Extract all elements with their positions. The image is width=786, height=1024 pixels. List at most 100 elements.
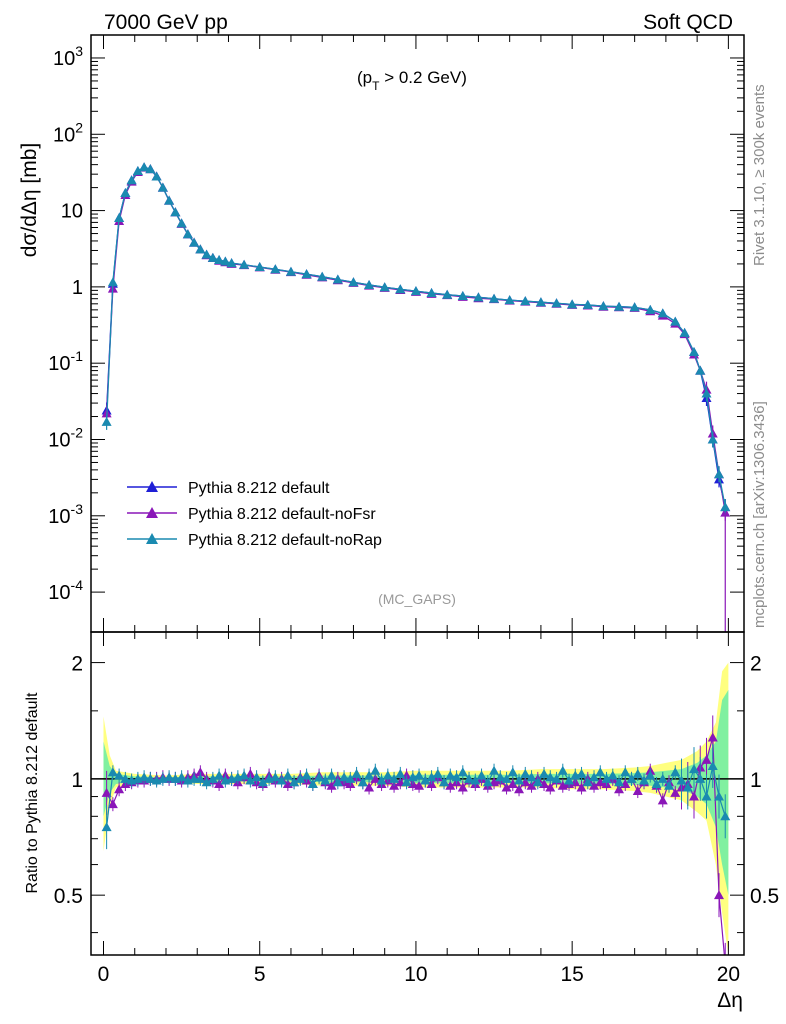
ratio-marker xyxy=(720,811,731,821)
ratio-marker xyxy=(432,768,443,778)
ratio-marker xyxy=(532,777,543,787)
ratio-xtick-label: 15 xyxy=(560,963,583,986)
main-marker xyxy=(551,298,562,308)
main-marker xyxy=(189,237,200,247)
ratio-marker xyxy=(320,775,331,785)
main-marker xyxy=(520,296,531,306)
ratio-marker xyxy=(489,765,500,775)
ratio-series-layer xyxy=(101,715,731,955)
ratio-marker xyxy=(539,768,550,778)
ratio-marker xyxy=(495,772,506,782)
ratio-xtick-label: 0 xyxy=(98,963,110,986)
main-ytick-base: 10 xyxy=(48,582,70,604)
ratio-marker xyxy=(345,773,356,783)
ratio-marker xyxy=(364,782,375,792)
ratio-marker xyxy=(589,780,600,790)
ratio-marker xyxy=(176,772,187,782)
ratio-marker xyxy=(576,768,587,778)
main-marker xyxy=(132,166,143,176)
ratio-marker xyxy=(526,780,537,790)
main-marker xyxy=(410,286,421,296)
ratio-marker xyxy=(626,773,637,783)
main-marker xyxy=(101,416,112,426)
ratio-frame xyxy=(90,631,745,956)
main-ytick-base: 10 xyxy=(53,124,75,146)
main-subtitle-main: (p xyxy=(357,68,372,87)
ratio-xlabel: Δη xyxy=(717,989,743,1012)
mcplots-side-label: mcplots.cern.ch [arXiv:1306.3436] xyxy=(751,401,768,628)
ratio-marker xyxy=(707,732,718,742)
main-subtitle-sub: T xyxy=(372,79,380,93)
ratio-marker xyxy=(457,782,468,792)
ratio-marker xyxy=(576,782,587,792)
ratio-marker xyxy=(245,768,256,778)
ratio-marker xyxy=(395,768,406,778)
ratio-marker xyxy=(557,765,568,775)
main-marker xyxy=(139,162,150,172)
main-marker xyxy=(182,229,193,239)
main-marker xyxy=(332,274,343,284)
ratio-marker xyxy=(670,767,681,777)
ratio-marker xyxy=(426,772,437,782)
ratio-marker xyxy=(120,773,131,783)
ratio-marker xyxy=(314,772,325,782)
ratio-xtick-label: 10 xyxy=(404,963,427,986)
ratio-marker xyxy=(326,770,337,780)
ratio-ytick-label: 0.5 xyxy=(54,885,83,908)
main-marker xyxy=(126,175,137,185)
main-marker xyxy=(317,271,328,281)
main-marker xyxy=(226,258,237,268)
main-marker xyxy=(695,365,706,375)
legend-entry-nofsr: Pythia 8.212 default-noFsr xyxy=(127,506,376,523)
ratio-marker xyxy=(139,772,150,782)
main-marker xyxy=(707,434,718,444)
ratio-marker xyxy=(276,775,287,785)
ratio-marker xyxy=(482,777,493,787)
main-marker xyxy=(720,502,731,512)
ratio-marker xyxy=(389,773,400,783)
main-series-line xyxy=(105,166,726,513)
ratio-marker xyxy=(632,768,643,778)
ratio-marker xyxy=(464,773,475,783)
main-ytick-label: 10-2 xyxy=(48,424,83,451)
legend-entry-default: Pythia 8.212 default xyxy=(127,480,330,497)
ratio-marker xyxy=(526,772,537,782)
main-marker xyxy=(379,282,390,292)
ratio-marker xyxy=(351,768,362,778)
ratio-marker xyxy=(270,772,281,782)
main-subtitle: (pT > 0.2 GeV) xyxy=(357,68,467,93)
ratio-marker xyxy=(414,770,425,780)
ratio-marker xyxy=(545,772,556,782)
header-right-label: Soft QCD xyxy=(643,11,733,34)
legend-marker-default xyxy=(146,481,158,492)
ratio-marker xyxy=(451,772,462,782)
ratio-marker xyxy=(689,764,700,774)
main-marker xyxy=(170,207,181,217)
ratio-marker xyxy=(214,778,225,788)
ratio-marker xyxy=(307,778,318,788)
main-ytick-label: 10-4 xyxy=(48,577,83,604)
main-marker xyxy=(285,266,296,276)
ratio-marker xyxy=(551,773,562,783)
ratio-marker xyxy=(414,780,425,790)
main-ytick-label: 10-3 xyxy=(48,501,83,528)
ratio-band-yellow xyxy=(103,662,729,955)
ratio-marker xyxy=(420,775,431,785)
ratio-marker xyxy=(707,760,718,770)
ratio-marker xyxy=(607,770,618,780)
main-marker xyxy=(254,262,265,272)
main-ytick-label: 10 xyxy=(61,201,83,223)
main-marker xyxy=(195,244,206,254)
ratio-marker xyxy=(107,767,118,777)
ratio-marker xyxy=(282,770,293,780)
main-marker xyxy=(567,299,578,309)
ratio-marker xyxy=(201,777,212,787)
ratio-marker xyxy=(101,787,112,797)
ratio-marker xyxy=(501,773,512,783)
ratio-marker xyxy=(501,782,512,792)
main-marker xyxy=(107,277,118,287)
header-left-label: 7000 GeV pp xyxy=(104,11,228,34)
ratio-marker xyxy=(239,770,250,780)
ratio-marker xyxy=(676,775,687,785)
